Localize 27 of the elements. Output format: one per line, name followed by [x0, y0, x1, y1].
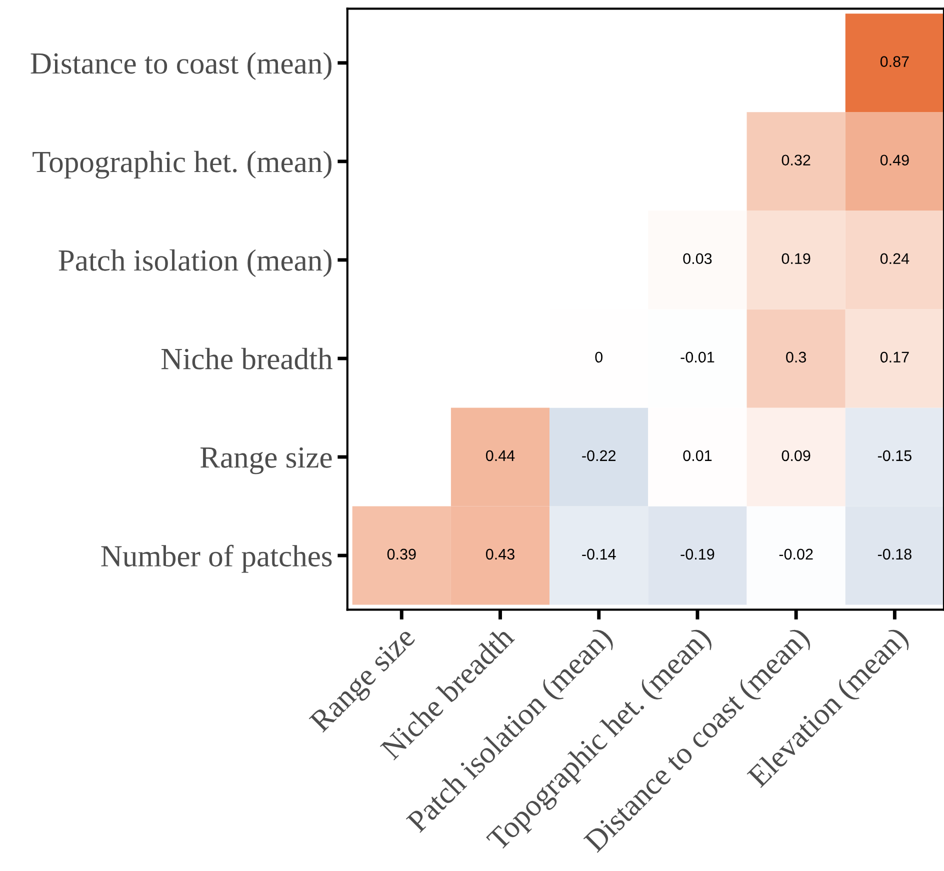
y-tick-label: Patch isolation (mean) [58, 249, 332, 278]
data-label: 0.39 [387, 548, 416, 560]
y-tick-label: Number of patches [101, 544, 332, 573]
data-label: -0.14 [582, 548, 616, 560]
data-label: 0.03 [683, 253, 712, 264]
data-label: 0.32 [782, 154, 810, 166]
data-label: 0.87 [880, 56, 909, 67]
data-label: -0.02 [779, 548, 813, 560]
data-label: 0.09 [782, 450, 810, 462]
data-label: 0.43 [486, 548, 514, 560]
data-label: 0.3 [786, 352, 806, 363]
data-label: -0.15 [878, 450, 912, 462]
y-tick-label: Topographic het. (mean) [32, 150, 332, 179]
data-label: 0.24 [880, 253, 910, 264]
data-label: 0.44 [486, 450, 515, 462]
data-label: 0.19 [782, 253, 810, 264]
data-label: 0 [595, 352, 603, 363]
y-tick-label: Niche breadth [161, 348, 332, 370]
data-label: -0.18 [878, 548, 912, 560]
y-tick-label: Distance to coast (mean) [30, 52, 332, 80]
data-label: -0.01 [680, 352, 714, 363]
y-tick-label: Range size [200, 447, 332, 474]
data-label: 0.49 [880, 154, 909, 166]
data-label: -0.19 [680, 548, 714, 560]
data-label: -0.22 [582, 450, 616, 462]
data-label: 0.01 [683, 450, 712, 462]
data-label: 0.17 [880, 352, 909, 363]
